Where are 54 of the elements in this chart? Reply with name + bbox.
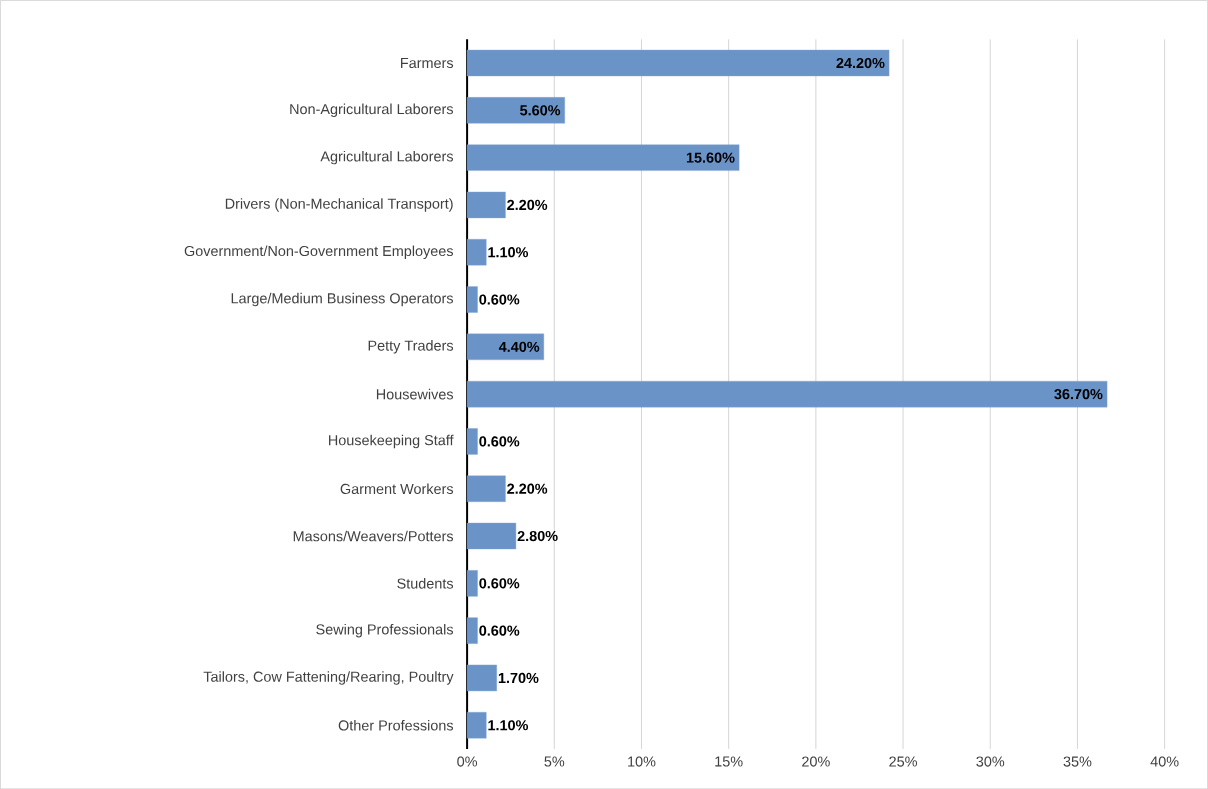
y-tick-label: Housekeeping Staff <box>329 434 454 449</box>
data-label: 1.10% <box>488 720 529 731</box>
y-tick-label: Masons/Weavers/Potters <box>293 530 454 542</box>
y-tick-label: Petty Traders <box>368 339 454 354</box>
bar <box>466 238 487 266</box>
y-tick-label: Non-Agricultural Laborers <box>290 103 454 117</box>
y-tick-label: Tailors, Cow Fattening/Rearing, Poultry <box>203 671 454 685</box>
x-tick-label: 25% <box>889 756 917 767</box>
data-label: 4.40% <box>498 341 540 352</box>
bar <box>466 49 890 77</box>
data-label: 0.60% <box>479 578 520 589</box>
x-tick-label: 40% <box>1150 756 1179 767</box>
bar <box>466 522 517 550</box>
x-tick-label: 15% <box>715 756 743 767</box>
y-tick-label: Students <box>397 577 454 589</box>
y-tick-label: Government/Non-Government Employees <box>184 245 454 259</box>
x-tick-label: 20% <box>802 756 830 767</box>
y-tick-label: Agricultural Laborers <box>320 150 454 165</box>
data-label: 24.20% <box>836 57 885 69</box>
bar <box>466 286 478 313</box>
data-label: 1.10% <box>488 246 529 258</box>
bar <box>466 97 565 124</box>
data-label: 2.20% <box>507 483 548 494</box>
y-tick-label: Sewing Professionals <box>316 623 454 638</box>
data-label: 15.60% <box>686 152 735 163</box>
data-label: 1.70% <box>498 672 539 683</box>
data-label: 0.60% <box>479 294 520 305</box>
data-label: 2.80% <box>517 530 558 542</box>
bar <box>466 664 497 692</box>
x-tick-label: 5% <box>544 756 565 767</box>
bar <box>466 475 506 502</box>
data-label: 2.20% <box>507 199 548 210</box>
x-tick-label: 10% <box>628 756 656 767</box>
bar <box>466 380 1108 408</box>
y-tick-label: Garment Workers <box>340 483 454 494</box>
data-label: 5.60% <box>520 105 561 116</box>
bar <box>466 428 478 455</box>
bar <box>466 191 506 218</box>
x-tick-label: 30% <box>976 756 1005 767</box>
bar <box>466 617 478 644</box>
bar <box>466 144 740 171</box>
y-tick-label: Other Professions <box>338 719 454 731</box>
x-tick-label: 0% <box>457 756 478 767</box>
bar <box>466 570 478 597</box>
bar <box>466 711 487 739</box>
data-label: 36.70% <box>1054 388 1103 400</box>
x-tick-label: 35% <box>1063 756 1092 767</box>
data-label: 0.60% <box>479 625 520 636</box>
y-tick-label: Large/Medium Business Operators <box>231 292 454 307</box>
y-tick-label: Farmers <box>401 57 454 68</box>
data-label: 0.60% <box>479 436 520 447</box>
bar <box>466 333 545 360</box>
y-tick-label: Housewives <box>376 388 454 400</box>
y-tick-label: Drivers (Non-Mechanical Transport) <box>225 198 453 212</box>
